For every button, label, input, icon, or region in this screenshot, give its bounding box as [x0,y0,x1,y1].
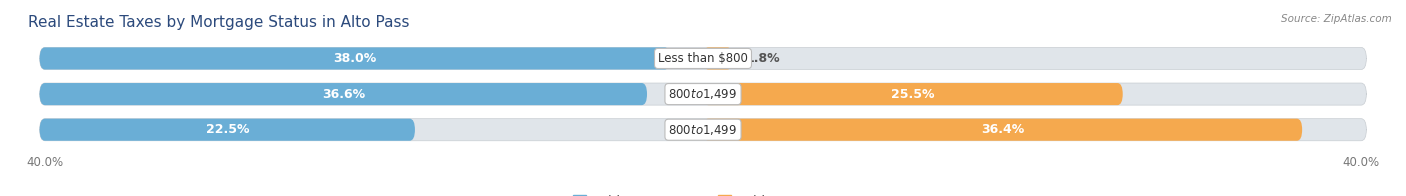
Text: 36.4%: 36.4% [981,123,1024,136]
Text: Source: ZipAtlas.com: Source: ZipAtlas.com [1281,14,1392,24]
Text: 22.5%: 22.5% [205,123,249,136]
Text: 36.6%: 36.6% [322,88,366,101]
Text: 1.8%: 1.8% [745,52,780,65]
FancyBboxPatch shape [703,47,733,70]
Text: Real Estate Taxes by Mortgage Status in Alto Pass: Real Estate Taxes by Mortgage Status in … [28,15,409,30]
FancyBboxPatch shape [39,119,415,141]
Text: $800 to $1,499: $800 to $1,499 [668,87,738,101]
Legend: Without Mortgage, With Mortgage: Without Mortgage, With Mortgage [574,195,832,196]
FancyBboxPatch shape [39,83,1367,105]
Text: Less than $800: Less than $800 [658,52,748,65]
Text: 38.0%: 38.0% [333,52,377,65]
Text: $800 to $1,499: $800 to $1,499 [668,123,738,137]
FancyBboxPatch shape [39,119,1367,141]
FancyBboxPatch shape [39,47,1367,70]
FancyBboxPatch shape [703,119,1302,141]
FancyBboxPatch shape [703,83,1123,105]
Text: 25.5%: 25.5% [891,88,935,101]
FancyBboxPatch shape [39,47,671,70]
FancyBboxPatch shape [39,83,647,105]
